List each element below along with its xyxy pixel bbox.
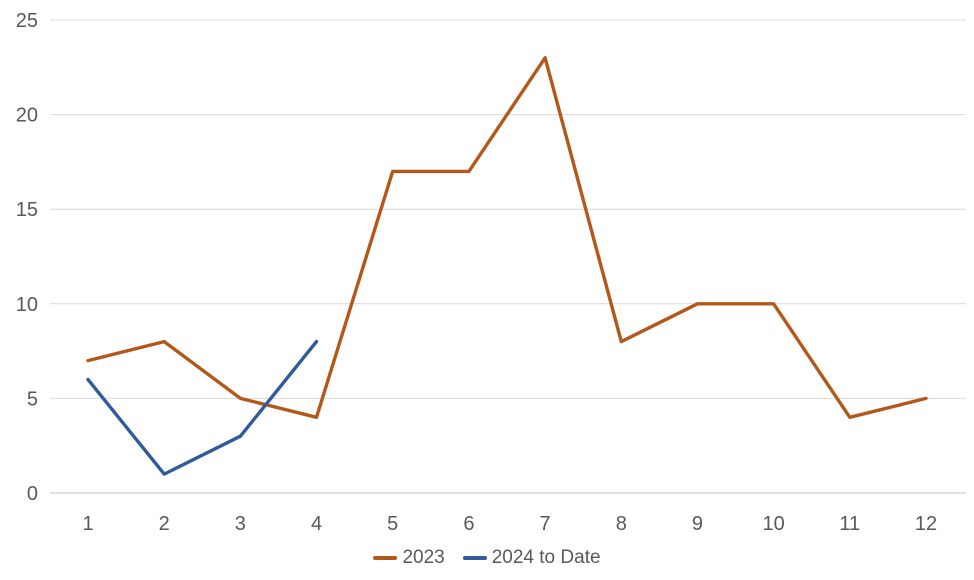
series-line-2024-to-date [86,339,319,476]
x-tick-label: 1 [82,513,93,535]
x-tick-label: 2 [159,513,170,535]
y-tick-label: 10 [16,294,38,316]
y-tick-label: 20 [16,105,38,127]
x-tick-label: 3 [235,513,246,535]
x-tick-label: 4 [311,513,322,535]
x-tick-label: 6 [463,513,474,535]
x-tick-label: 10 [763,513,785,535]
x-tick-label: 11 [839,513,860,535]
legend-label-2023: 2023 [402,547,445,568]
legend-swatch-2024-to-date [462,556,487,560]
legend-item-2024-to-date: 2024 to Date [462,547,601,569]
x-tick-label: 5 [387,513,398,535]
y-tick-label: 5 [27,388,38,410]
x-tick-label: 9 [692,513,703,535]
legend-label-2024-to-date: 2024 to Date [491,547,601,568]
legend-item-2023: 2023 [373,547,445,569]
y-tick-label: 25 [16,10,38,32]
x-tick-label: 7 [540,513,551,535]
x-tick-label: 8 [616,513,627,535]
legend: 2023 2024 to Date [0,544,974,572]
legend-swatch-2023 [373,556,398,560]
y-tick-label: 0 [27,483,38,505]
x-tick-label: 12 [915,513,937,535]
series-line-2023 [86,56,928,419]
y-tick-label: 15 [16,199,38,221]
